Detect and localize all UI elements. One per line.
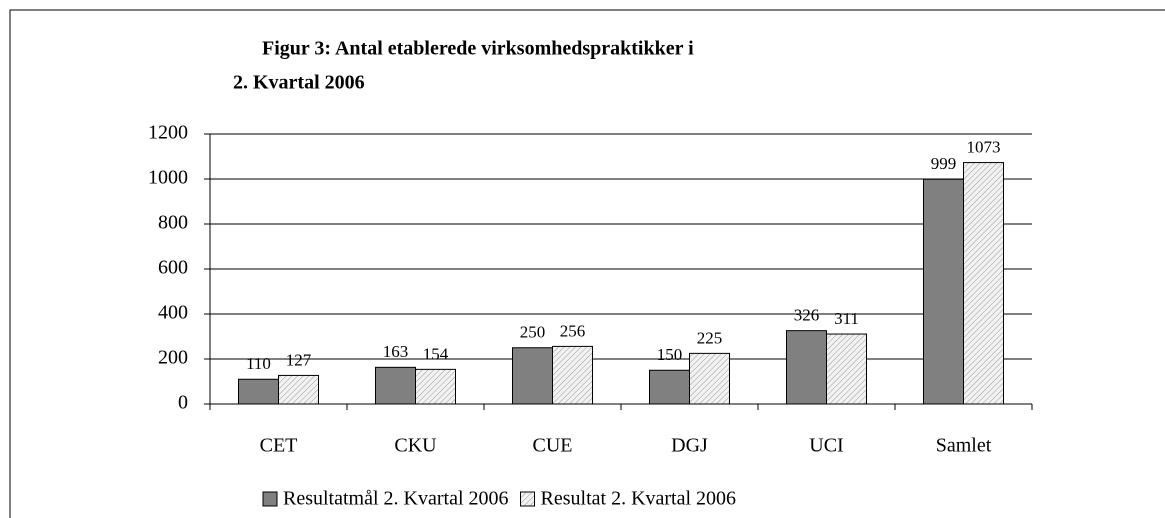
bar	[963, 162, 1004, 405]
legend-label: Resultatmål 2. Kvartal 2006	[283, 488, 509, 510]
legend-swatch	[262, 491, 278, 507]
value-label: 154	[423, 344, 449, 363]
bar	[689, 352, 730, 405]
bar	[649, 369, 690, 405]
x-tick-label: DGJ	[671, 435, 708, 457]
value-label: 127	[286, 350, 312, 369]
y-tick-label: 600	[158, 257, 188, 279]
value-label: 999	[931, 154, 957, 173]
frame	[9, 9, 1165, 518]
bar	[826, 333, 867, 405]
y-tick-label: 1200	[148, 122, 188, 144]
bar	[238, 378, 279, 405]
value-label: 163	[383, 342, 409, 361]
x-tick-label: CET	[260, 435, 298, 457]
chart-title: 2. Kvartal 2006	[233, 72, 365, 94]
value-label: 311	[834, 309, 859, 328]
y-tick-label: 200	[158, 347, 188, 369]
y-tick-label: 1000	[148, 167, 188, 189]
x-tick-label: Samlet	[936, 435, 992, 457]
value-label: 256	[560, 321, 586, 340]
chart-title: Figur 3: Antal etablerede virksomhedspra…	[262, 38, 694, 60]
value-label: 250	[520, 323, 546, 342]
x-tick-label: CUE	[533, 435, 573, 457]
x-tick-label: UCI	[809, 435, 843, 457]
bar	[923, 178, 964, 405]
y-tick-label: 800	[158, 212, 188, 234]
value-label: 1073	[967, 137, 1001, 156]
legend-label: Resultat 2. Kvartal 2006	[541, 488, 737, 510]
bar	[786, 330, 827, 405]
legend-swatch	[520, 491, 536, 507]
x-tick-label: CKU	[394, 435, 437, 457]
value-label: 110	[246, 354, 271, 373]
y-tick-label: 400	[158, 302, 188, 324]
y-tick-label: 0	[178, 392, 188, 414]
bar	[512, 347, 553, 405]
bar	[278, 374, 319, 405]
value-label: 225	[697, 328, 723, 347]
bar	[415, 368, 456, 405]
bar	[375, 366, 416, 405]
value-label: 326	[794, 306, 820, 325]
bar	[552, 345, 593, 405]
value-label: 150	[657, 345, 683, 364]
